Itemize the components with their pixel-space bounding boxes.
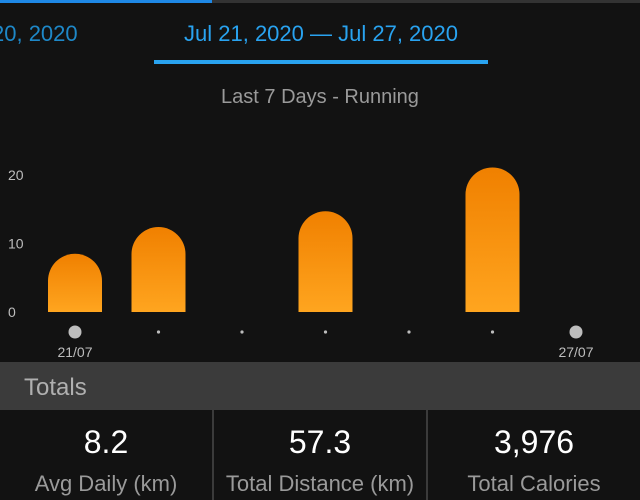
bar-24/07[interactable]: [298, 211, 353, 312]
stat-avg-daily: 8.2 Avg Daily (km): [0, 410, 212, 500]
stat-total-distance-label: Total Distance (km): [225, 471, 415, 496]
x-tick-marker: [490, 330, 495, 334]
bar-22/07[interactable]: [131, 227, 186, 312]
totals-label: Totals: [24, 374, 87, 401]
x-tick-marker: [569, 325, 583, 339]
activity-bar-chart: 0 10 20 21/07 27/07: [8, 167, 594, 360]
top-progress-line: [0, 0, 640, 3]
bar-21/07[interactable]: [48, 253, 102, 312]
x-tick-marker: [240, 330, 244, 334]
x-tick-marker: [156, 330, 161, 334]
top-progress-accent: [0, 0, 212, 3]
x-tick-marker: [68, 325, 82, 339]
tab-current-underline: [154, 60, 488, 64]
x-tick-label: 27/07: [558, 344, 593, 360]
y-tick-label: 0: [8, 304, 16, 320]
stat-total-distance-value: 57.3: [288, 424, 352, 460]
tab-previous-range[interactable]: 20, 2020: [0, 21, 78, 46]
bar-26/07[interactable]: [465, 167, 520, 312]
totals-header: Totals: [0, 362, 640, 410]
stat-divider: [212, 410, 214, 500]
tab-current-range[interactable]: Jul 21, 2020 — Jul 27, 2020: [184, 21, 458, 46]
chart-subtitle: Last 7 Days - Running: [221, 86, 419, 108]
stat-total-distance: 57.3 Total Distance (km): [214, 410, 426, 500]
x-tick-label: 21/07: [57, 344, 92, 360]
x-tick-marker: [323, 330, 328, 334]
stat-total-calories-value: 3,976: [493, 424, 575, 460]
y-tick-label: 10: [8, 236, 24, 252]
x-tick-marker: [407, 330, 411, 334]
y-tick-label: 20: [8, 167, 24, 183]
stat-divider: [426, 410, 428, 500]
stat-total-calories-label: Total Calories: [467, 471, 601, 496]
stat-total-calories: 3,976 Total Calories: [428, 410, 640, 500]
stat-avg-daily-label: Avg Daily (km): [34, 471, 178, 496]
stat-avg-daily-value: 8.2: [83, 424, 129, 460]
